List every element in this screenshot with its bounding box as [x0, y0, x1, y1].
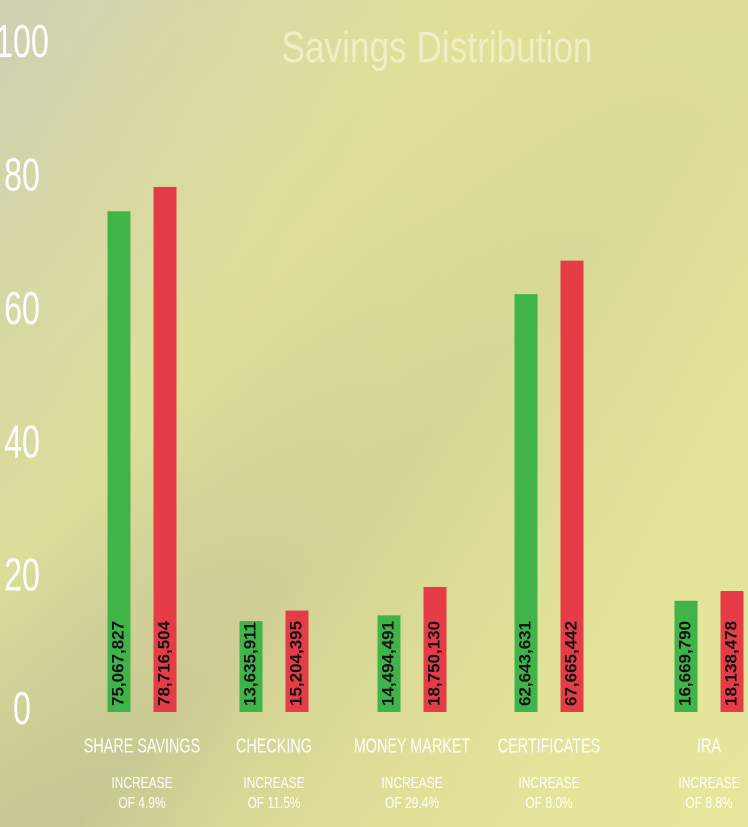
value-label: 67,665,442	[561, 621, 580, 706]
y-tick-label: 20	[4, 550, 40, 601]
y-tick-label: 100	[0, 17, 49, 68]
value-label: 13,635,911	[240, 622, 259, 706]
bar	[514, 294, 538, 712]
y-tick-label: 40	[4, 417, 40, 468]
bar	[107, 211, 131, 712]
increase-note: OF 29.4%	[385, 794, 439, 812]
y-tick-label: 80	[4, 150, 40, 201]
bar	[285, 610, 309, 712]
bar	[423, 586, 447, 712]
value-label: 18,750,130	[424, 621, 443, 706]
value-label: 78,716,504	[154, 620, 173, 706]
y-tick-label: 0	[13, 684, 31, 735]
increase-note: INCREASE	[518, 774, 579, 792]
value-label: 16,669,790	[675, 621, 694, 706]
value-label: 14,494,491	[378, 621, 397, 706]
x-tick-label: CERTIFICATES	[498, 734, 601, 757]
increase-note: OF 11.5%	[247, 794, 300, 812]
x-tick-label: MONEY MARKET	[354, 734, 471, 757]
bar	[674, 600, 698, 712]
x-tick-label: CHECKING	[236, 734, 312, 757]
increase-note: OF 8.0%	[525, 794, 573, 812]
value-label: 18,138,478	[721, 621, 740, 706]
x-tick-label: SHARE SAVINGS	[84, 734, 200, 757]
x-tick-label: IRA	[697, 734, 721, 757]
value-label: 62,643,631	[515, 621, 534, 706]
bar	[239, 621, 263, 712]
value-label: 15,204,395	[286, 621, 305, 706]
bar	[560, 260, 584, 712]
increase-note: OF 4.9%	[118, 794, 166, 812]
bar	[720, 591, 744, 712]
increase-note: INCREASE	[678, 774, 739, 792]
increase-note: INCREASE	[111, 774, 172, 792]
chart-title: Savings Distribution	[282, 23, 593, 72]
increase-note: INCREASE	[243, 774, 304, 792]
increase-note: OF 8.8%	[685, 794, 733, 812]
value-label: 75,067,827	[108, 621, 127, 706]
increase-note: INCREASE	[381, 774, 442, 792]
bar	[153, 186, 177, 712]
y-tick-label: 60	[4, 283, 40, 334]
bar	[377, 615, 401, 712]
